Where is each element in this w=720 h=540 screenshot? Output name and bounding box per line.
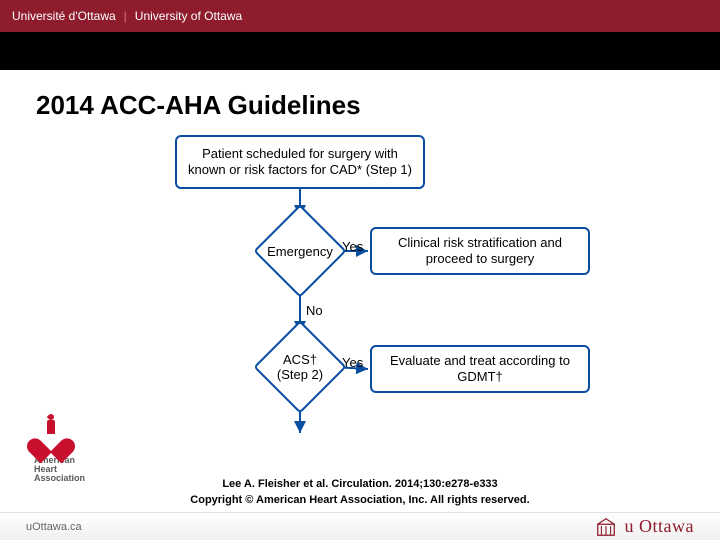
slide-title: 2014 ACC-AHA Guidelines (0, 70, 720, 133)
flow-box-gdmt: Evaluate and treat according to GDMT† (370, 345, 590, 393)
decision-label: ACS†(Step 2) (267, 352, 333, 382)
flow-decision-emergency: Emergency (267, 218, 333, 284)
header-uni-fr: Université d'Ottawa (12, 9, 116, 23)
flowchart: Patient scheduled for surgery with known… (150, 135, 610, 455)
aha-logo: American Heart Association (34, 428, 124, 483)
edge-label-no: No (306, 303, 323, 318)
flow-box-strat: Clinical risk stratification and proceed… (370, 227, 590, 275)
edge-label-yes: Yes (342, 239, 363, 254)
header-blackband (0, 32, 720, 70)
footer-row: uOttawa.ca u Ottawa (0, 512, 720, 540)
footer-logo: u Ottawa (595, 516, 694, 538)
heart-icon (36, 428, 66, 454)
footer-url: uOttawa.ca (26, 521, 82, 533)
building-icon (595, 516, 617, 538)
flow-box-start: Patient scheduled for surgery with known… (175, 135, 425, 189)
header-uni-en: University of Ottawa (135, 9, 242, 23)
edge-label-yes: Yes (342, 355, 363, 370)
copyright-text: Copyright © American Heart Association, … (0, 494, 720, 506)
citation-text: Lee A. Fleisher et al. Circulation. 2014… (0, 478, 720, 490)
flow-decision-acs: ACS†(Step 2) (267, 334, 333, 400)
header-separator: | (124, 9, 127, 23)
footer-logo-text: u Ottawa (625, 516, 694, 537)
slide: Université d'Ottawa | University of Otta… (0, 0, 720, 540)
decision-label: Emergency (267, 244, 333, 259)
header-bar: Université d'Ottawa | University of Otta… (0, 0, 720, 32)
footer: Lee A. Fleisher et al. Circulation. 2014… (0, 478, 720, 540)
